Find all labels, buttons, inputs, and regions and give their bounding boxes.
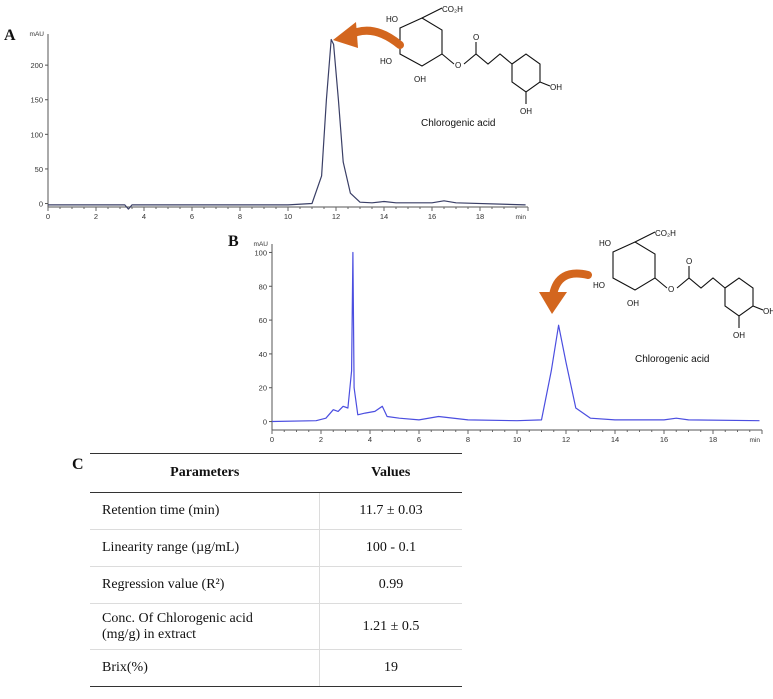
- chart-b-x-tick-label: 12: [562, 435, 570, 444]
- chart-b-y-tick-label: 80: [259, 282, 267, 291]
- param-linearity-range: Linearity range (µg/mL): [90, 529, 320, 567]
- chart-b-x-tick-label: 4: [368, 435, 372, 444]
- chart-a-y-axis-label: mAU: [30, 31, 45, 38]
- table-row: Regression value (R²) 0.99: [90, 566, 462, 604]
- chart-a-y-tick-label: 0: [39, 200, 43, 209]
- chart-a-x-tick-label: 2: [94, 212, 98, 221]
- chart-b-x-tick-label: 10: [513, 435, 521, 444]
- chart-b-x-tick-label: 0: [270, 435, 274, 444]
- chart-a-x-tick-label: 0: [46, 212, 50, 221]
- value-regression-value: 0.99: [319, 566, 462, 604]
- param-regression-value: Regression value (R²): [90, 566, 320, 604]
- chart-b-x-unit-label: min: [750, 437, 761, 444]
- chart-b-y-tick-label: 40: [259, 350, 267, 359]
- value-retention-time: 11.7 ± 0.03: [319, 492, 462, 530]
- chart-a-x-tick-label: 18: [476, 212, 484, 221]
- table-header-row: Parameters Values: [90, 453, 462, 493]
- panel-b-letter: B: [228, 233, 239, 250]
- chart-a-series-line: [48, 38, 526, 210]
- parameters-table: Parameters Values Retention time (min) 1…: [90, 453, 462, 687]
- chromatogram-b: 0 20 40 60 80 100 0 2 4 6 8 10 12 14 16 18 mAU min: [254, 241, 763, 444]
- table-row: Conc. Of Chlorogenic acid (mg/g) in extr…: [90, 603, 462, 650]
- chart-a-x-tick-label: 12: [332, 212, 340, 221]
- table-row: Retention time (min) 11.7 ± 0.03: [90, 492, 462, 530]
- param-retention-time: Retention time (min): [90, 492, 320, 530]
- chart-b-x-tick-label: 2: [319, 435, 323, 444]
- table-row: Linearity range (µg/mL) 100 - 0.1: [90, 529, 462, 567]
- panel-a-letter: A: [4, 27, 16, 44]
- chart-a-x-tick-label: 10: [284, 212, 292, 221]
- chart-b-y-tick-label: 0: [263, 418, 267, 427]
- param-concentration: Conc. Of Chlorogenic acid (mg/g) in extr…: [90, 603, 320, 650]
- panel-c-letter: C: [72, 456, 84, 473]
- chromatogram-a: 0 50 100 150 200 0 2 4 6 8 10 12 14 16 18 mAU min: [30, 31, 529, 221]
- chart-a-y-tick-label: 150: [30, 96, 43, 105]
- value-linearity-range: 100 - 0.1: [319, 529, 462, 567]
- chart-a-x-unit-label: min: [516, 214, 527, 221]
- chart-b-y-tick-label: 60: [259, 316, 267, 325]
- chart-a-y-tick-label: 200: [30, 61, 43, 70]
- chart-a-x-tick-label: 14: [380, 212, 388, 221]
- chart-a-x-tick-label: 8: [238, 212, 242, 221]
- chart-b-x-tick-label: 16: [660, 435, 668, 444]
- chart-b-series-line: [271, 251, 760, 423]
- chart-b-y-tick-label: 100: [254, 248, 267, 257]
- chart-b-x-tick-label: 18: [709, 435, 717, 444]
- molecule-label-a: Chlorogenic acid: [421, 118, 496, 129]
- param-brix: Brix(%): [90, 649, 320, 687]
- value-concentration: 1.21 ± 0.5: [319, 603, 462, 650]
- molecule-label-b: Chlorogenic acid: [635, 354, 710, 365]
- table-row: Brix(%) 19: [90, 649, 462, 687]
- chart-a-x-tick-label: 4: [142, 212, 146, 221]
- chart-b-x-tick-label: 6: [417, 435, 421, 444]
- value-brix: 19: [319, 649, 462, 687]
- chart-a-y-tick-label: 100: [30, 130, 43, 139]
- column-header-parameters: Parameters: [90, 453, 320, 493]
- chart-b-y-tick-label: 20: [259, 384, 267, 393]
- chart-a-y-tick-label: 50: [35, 165, 43, 174]
- chart-a-x-tick-label: 16: [428, 212, 436, 221]
- chart-a-x-tick-label: 6: [190, 212, 194, 221]
- chart-b-y-axis-label: mAU: [254, 241, 269, 248]
- chart-b-x-tick-label: 8: [466, 435, 470, 444]
- column-header-values: Values: [319, 453, 462, 493]
- chart-b-x-tick-label: 14: [611, 435, 619, 444]
